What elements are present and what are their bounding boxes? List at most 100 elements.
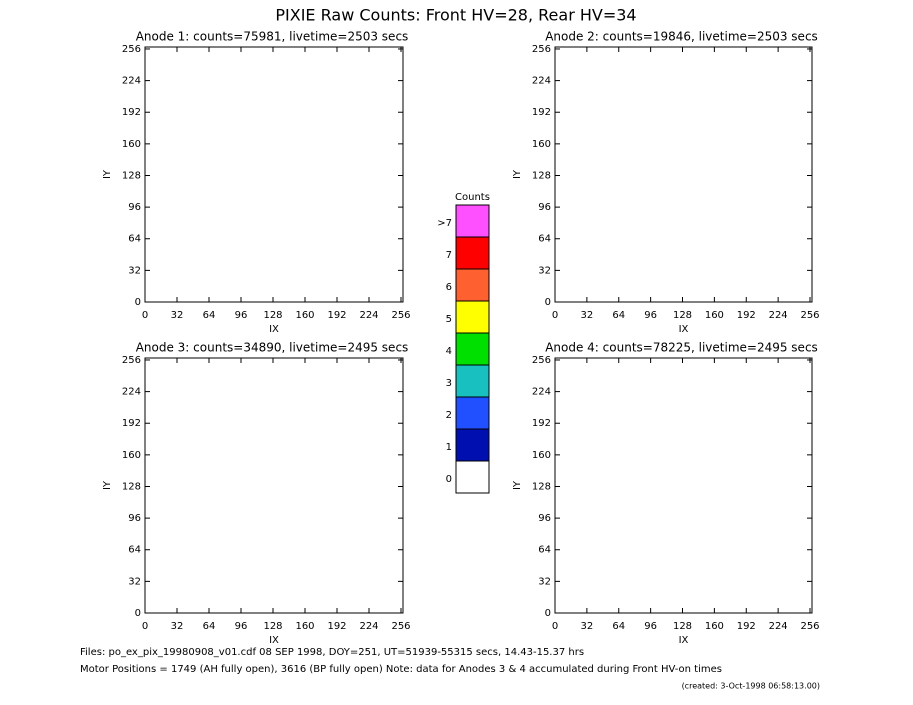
x-tick-label: 224 bbox=[359, 621, 378, 632]
x-tick-label: 256 bbox=[800, 621, 819, 632]
x-axis-label: IX bbox=[679, 635, 689, 646]
y-tick-label: 128 bbox=[122, 170, 141, 181]
y-tick-label: 32 bbox=[128, 265, 141, 276]
x-tick-label: 64 bbox=[203, 621, 216, 632]
page-title: PIXIE Raw Counts: Front HV=28, Rear HV=3… bbox=[275, 6, 636, 25]
x-tick-label: 256 bbox=[391, 310, 410, 321]
colorbar-swatch bbox=[455, 364, 490, 398]
colorbar-swatch bbox=[455, 268, 490, 302]
y-tick-label: 224 bbox=[532, 76, 551, 87]
x-tick-label: 64 bbox=[203, 310, 216, 321]
y-tick-label: 160 bbox=[532, 139, 551, 150]
colorbar-label: 6 bbox=[446, 282, 452, 293]
y-tick-label: 160 bbox=[532, 450, 551, 461]
x-tick-label: 192 bbox=[737, 310, 756, 321]
y-tick-label: 256 bbox=[122, 355, 141, 366]
y-tick-label: 256 bbox=[122, 44, 141, 55]
colorbar-swatch bbox=[455, 332, 490, 366]
y-tick-label: 64 bbox=[128, 234, 141, 245]
y-axis-label: IY bbox=[102, 169, 113, 179]
panel-title: Anode 3: counts=34890, livetime=2495 sec… bbox=[136, 341, 409, 355]
x-tick-label: 32 bbox=[581, 310, 594, 321]
x-tick-label: 128 bbox=[263, 621, 282, 632]
colorbar-label: 5 bbox=[446, 314, 452, 325]
y-tick-label: 96 bbox=[538, 202, 551, 213]
x-tick-label: 224 bbox=[359, 310, 378, 321]
colorbar-label: 3 bbox=[446, 378, 452, 389]
x-tick-label: 96 bbox=[644, 310, 657, 321]
y-tick-label: 192 bbox=[122, 107, 141, 118]
y-tick-label: 32 bbox=[538, 265, 551, 276]
footer-created: (created: 3-Oct-1998 06:58:13.00) bbox=[682, 682, 820, 691]
colorbar-label: 4 bbox=[446, 346, 452, 357]
panel-title: Anode 4: counts=78225, livetime=2495 sec… bbox=[545, 341, 818, 355]
x-tick-label: 96 bbox=[235, 621, 248, 632]
y-axis-label: IY bbox=[102, 480, 113, 490]
x-tick-label: 64 bbox=[612, 621, 625, 632]
colorbar-swatch bbox=[455, 460, 490, 494]
colorbar-label: 1 bbox=[446, 442, 452, 453]
y-tick-label: 224 bbox=[532, 387, 551, 398]
y-tick-label: 96 bbox=[538, 513, 551, 524]
x-axis-label: IX bbox=[269, 324, 279, 335]
footer-files: Files: po_ex_pix_19980908_v01.cdf 08 SEP… bbox=[80, 647, 584, 658]
y-tick-label: 224 bbox=[122, 387, 141, 398]
y-tick-label: 224 bbox=[122, 76, 141, 87]
plot-frame bbox=[144, 46, 404, 303]
panel-title: Anode 2: counts=19846, livetime=2503 sec… bbox=[545, 30, 818, 44]
x-tick-label: 160 bbox=[295, 621, 314, 632]
x-tick-label: 0 bbox=[552, 310, 558, 321]
x-tick-label: 32 bbox=[171, 310, 184, 321]
colorbar-label: 7 bbox=[446, 250, 452, 261]
plot-frame bbox=[554, 357, 813, 614]
y-tick-label: 128 bbox=[122, 481, 141, 492]
x-tick-label: 32 bbox=[171, 621, 184, 632]
y-tick-label: 256 bbox=[532, 44, 551, 55]
y-axis-label: IY bbox=[512, 480, 523, 490]
y-tick-label: 64 bbox=[128, 545, 141, 556]
y-tick-label: 32 bbox=[538, 576, 551, 587]
y-tick-label: 64 bbox=[538, 234, 551, 245]
y-axis-label: IY bbox=[512, 169, 523, 179]
y-tick-label: 192 bbox=[532, 107, 551, 118]
x-tick-label: 160 bbox=[705, 310, 724, 321]
x-tick-label: 160 bbox=[705, 621, 724, 632]
x-tick-label: 192 bbox=[327, 310, 346, 321]
y-tick-label: 160 bbox=[122, 450, 141, 461]
colorbar-label: 0 bbox=[446, 474, 452, 485]
x-tick-label: 0 bbox=[142, 621, 148, 632]
colorbar-swatch bbox=[455, 300, 490, 334]
y-tick-label: 0 bbox=[545, 608, 551, 619]
x-tick-label: 64 bbox=[612, 310, 625, 321]
x-tick-label: 128 bbox=[673, 310, 692, 321]
x-axis-label: IX bbox=[269, 635, 279, 646]
x-tick-label: 0 bbox=[552, 621, 558, 632]
x-tick-label: 96 bbox=[644, 621, 657, 632]
y-tick-label: 128 bbox=[532, 481, 551, 492]
x-tick-label: 256 bbox=[800, 310, 819, 321]
x-tick-label: 0 bbox=[142, 310, 148, 321]
y-tick-label: 192 bbox=[122, 418, 141, 429]
x-tick-label: 160 bbox=[295, 310, 314, 321]
colorbar-label: >7 bbox=[437, 218, 452, 229]
colorbar-swatch bbox=[455, 396, 490, 430]
colorbar-swatch bbox=[455, 204, 490, 238]
colorbar-title: Counts bbox=[455, 192, 490, 203]
x-tick-label: 224 bbox=[769, 310, 788, 321]
y-tick-label: 0 bbox=[135, 297, 141, 308]
colorbar-swatch bbox=[455, 428, 490, 462]
x-tick-label: 256 bbox=[391, 621, 410, 632]
y-tick-label: 160 bbox=[122, 139, 141, 150]
colorbar-swatch bbox=[455, 236, 490, 270]
colorbar-label: 2 bbox=[446, 410, 452, 421]
x-tick-label: 128 bbox=[673, 621, 692, 632]
y-tick-label: 32 bbox=[128, 576, 141, 587]
plot-frame bbox=[144, 357, 404, 614]
y-tick-label: 128 bbox=[532, 170, 551, 181]
y-tick-label: 96 bbox=[128, 202, 141, 213]
y-tick-label: 64 bbox=[538, 545, 551, 556]
footer-motor: Motor Positions = 1749 (AH fully open), … bbox=[80, 664, 722, 675]
y-tick-label: 0 bbox=[545, 297, 551, 308]
x-tick-label: 96 bbox=[235, 310, 248, 321]
